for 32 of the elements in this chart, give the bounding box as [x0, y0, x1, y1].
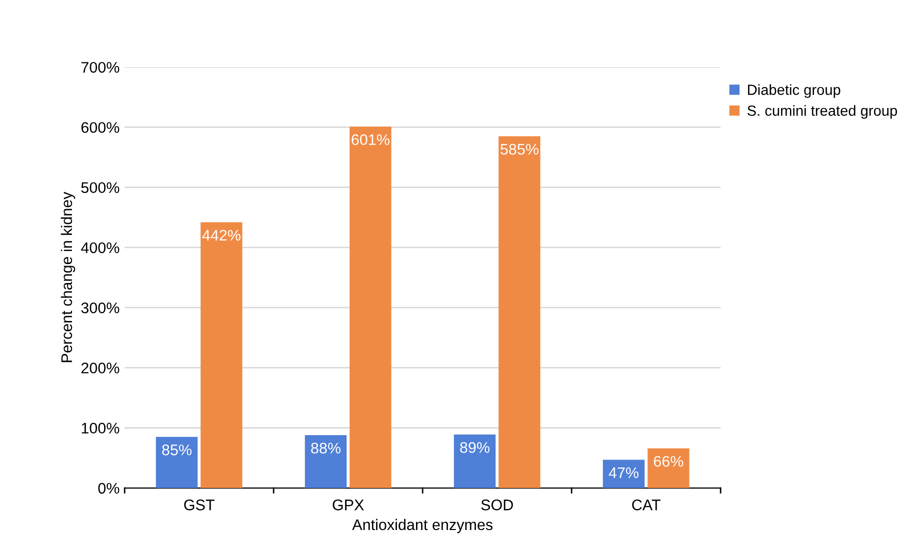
x-axis-title: Antioxidant enzymes	[352, 518, 493, 534]
data-label: 47%	[608, 467, 638, 478]
data-label: 601%	[352, 134, 390, 146]
y-tick-label: 0%	[98, 482, 120, 494]
legend-label: Diabetic group	[748, 84, 840, 98]
bar	[648, 448, 690, 488]
data-label: 585%	[500, 144, 538, 155]
x-tick-label: CAT	[632, 500, 660, 510]
bar	[602, 460, 645, 488]
bar	[454, 434, 496, 488]
y-tick-label: 700%	[81, 62, 120, 73]
x-tick-label: GPX	[332, 500, 364, 510]
bar	[304, 435, 347, 488]
x-tick-label: SOD	[481, 500, 513, 510]
data-label: 442%	[202, 230, 240, 241]
y-tick-label: 200%	[81, 362, 120, 374]
y-tick-label: 300%	[81, 302, 120, 314]
data-label: 66%	[654, 456, 684, 467]
x-tick-label: GST	[184, 500, 214, 510]
y-axis-title: Percent change in kidney	[60, 192, 76, 362]
bar	[350, 126, 392, 488]
bar	[200, 222, 242, 488]
y-tick-label: 600%	[81, 122, 120, 133]
y-tick-label: 100%	[82, 422, 120, 434]
data-label: 85%	[162, 444, 192, 456]
bar	[498, 136, 540, 488]
y-tick-label: 500%	[81, 182, 120, 194]
y-tick-label: 400%	[81, 242, 120, 254]
data-label: 89%	[460, 442, 490, 453]
data-label: 88%	[311, 442, 341, 454]
legend-label: S. cumini treated group	[748, 105, 898, 119]
bar	[156, 436, 198, 488]
